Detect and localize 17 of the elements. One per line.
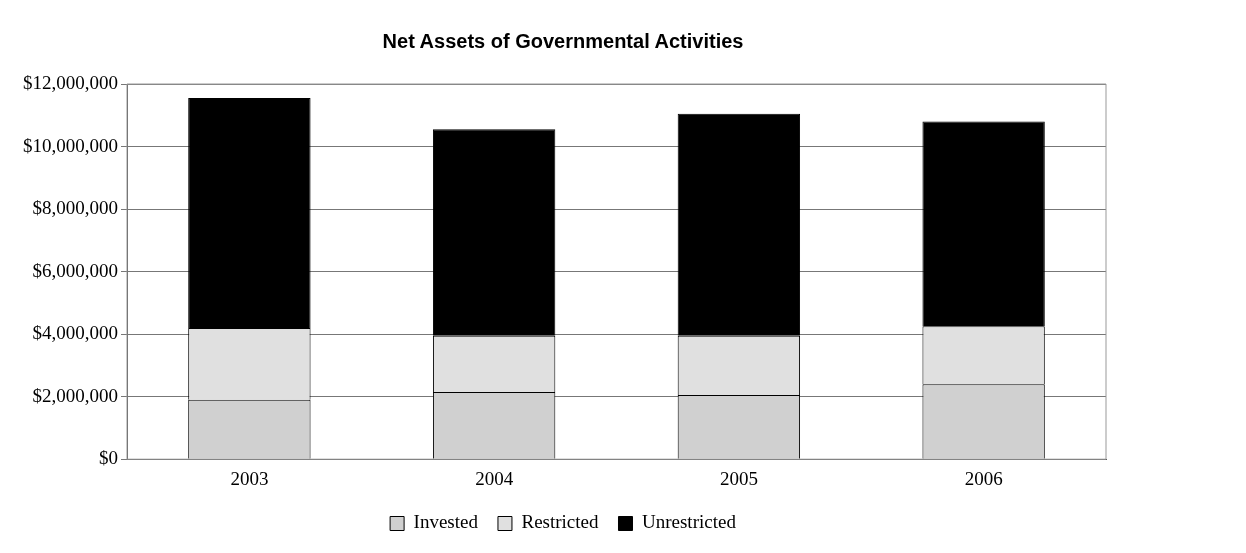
bar: [188, 98, 311, 328]
legend-label: Invested: [413, 511, 479, 533]
bar: [922, 121, 1045, 327]
x-tick-label: 2004: [475, 467, 514, 489]
y-tick-label: $12,000,000: [23, 71, 118, 93]
y-tick-label: $0: [99, 447, 118, 469]
x-tick-label: 2005: [719, 467, 758, 489]
y-tick-label: $6,000,000: [32, 259, 118, 281]
y-tick-label: $4,000,000: [32, 322, 118, 344]
chart-title: Net Assets of Governmental Activities: [382, 29, 744, 52]
legend-label: Restricted: [521, 511, 599, 533]
y-tick-label: $2,000,000: [32, 384, 118, 406]
legend-label: Unrestricted: [642, 511, 737, 533]
x-tick-label: 2006: [964, 467, 1003, 489]
y-tick-label: $10,000,000: [23, 134, 118, 156]
x-tick-label: 2003: [230, 467, 269, 489]
y-tick-label: $8,000,000: [32, 197, 118, 219]
